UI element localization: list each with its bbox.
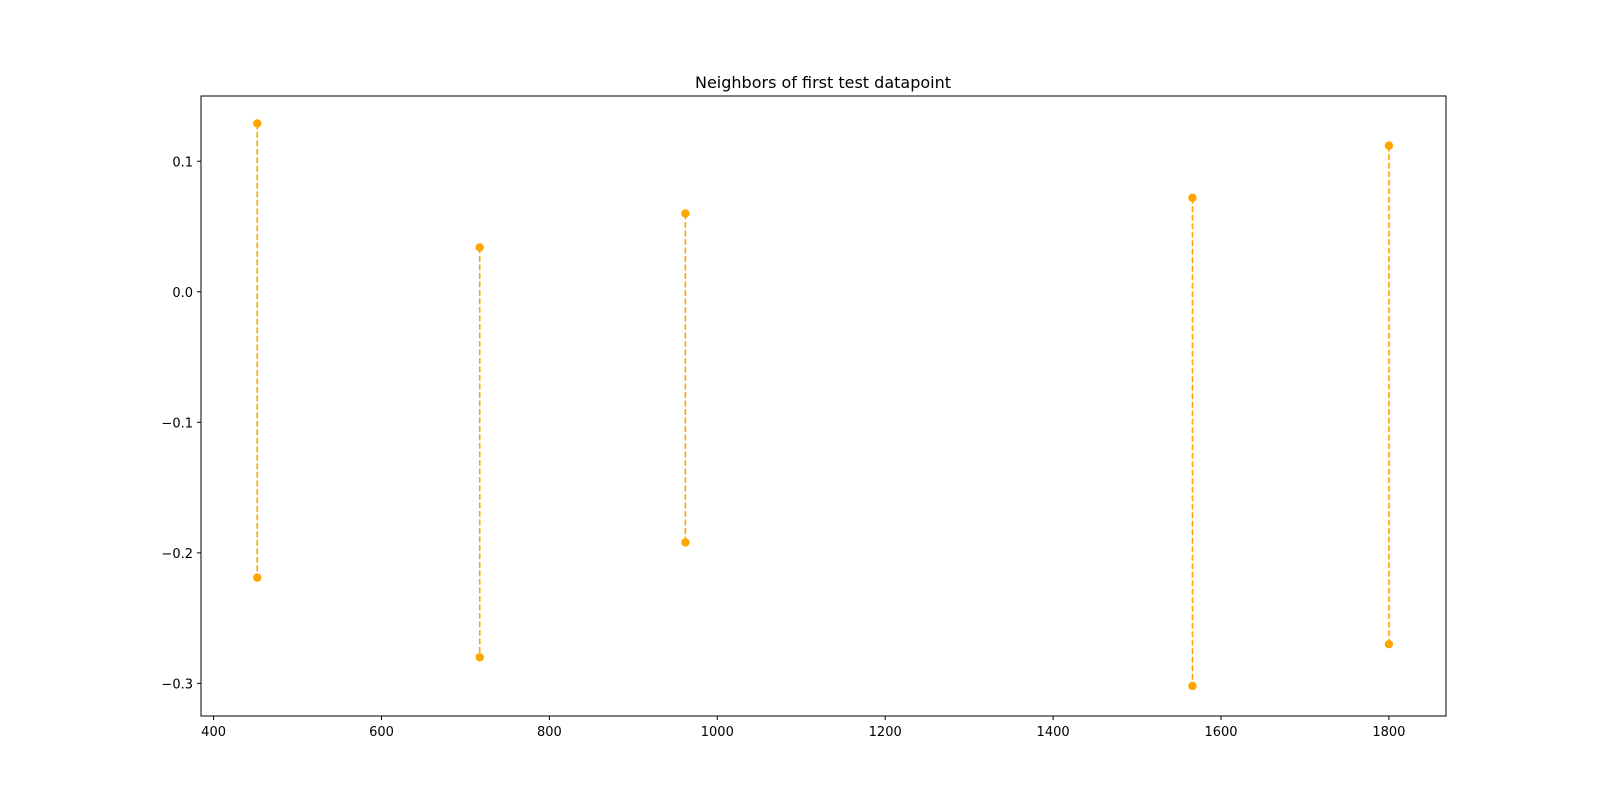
x-axis: 400 600 800 1000 1200 1400 1600 1800: [201, 716, 1405, 740]
data-point: [1384, 640, 1394, 649]
series-segment-5: [1384, 141, 1394, 649]
x-tick-label: 1400: [1037, 725, 1070, 740]
series-segment-3: [681, 209, 690, 547]
data-point: [475, 243, 484, 252]
x-tick-label: 800: [537, 725, 562, 740]
x-tick-label: 600: [369, 725, 394, 740]
x-tick-label: 1200: [869, 725, 902, 740]
axes-frame: [200, 95, 1447, 717]
plot-area: [253, 119, 1394, 691]
data-point: [475, 653, 484, 662]
y-tick-label: −0.2: [161, 547, 193, 562]
x-tick-label: 1800: [1372, 725, 1405, 740]
y-tick-label: −0.3: [161, 677, 193, 692]
y-axis: 0.1 0.0 −0.1 −0.2 −0.3: [161, 155, 201, 692]
y-tick-label: −0.1: [161, 416, 193, 431]
data-point: [1188, 681, 1197, 691]
series-segment-4: [1188, 193, 1197, 691]
data-point: [253, 119, 262, 128]
data-point: [1384, 141, 1394, 150]
data-point: [253, 573, 262, 582]
x-tick-label: 400: [201, 725, 226, 740]
chart-title: Neighbors of first test datapoint: [695, 73, 951, 92]
data-point: [681, 538, 690, 547]
y-tick-label: 0.1: [172, 155, 193, 170]
y-tick-label: 0.0: [172, 286, 193, 301]
series-segment-2: [475, 243, 484, 662]
data-point: [1188, 193, 1197, 203]
data-point: [681, 209, 690, 218]
x-tick-label: 1600: [1204, 725, 1237, 740]
x-tick-label: 1000: [701, 725, 734, 740]
series-segment-1: [253, 119, 262, 582]
